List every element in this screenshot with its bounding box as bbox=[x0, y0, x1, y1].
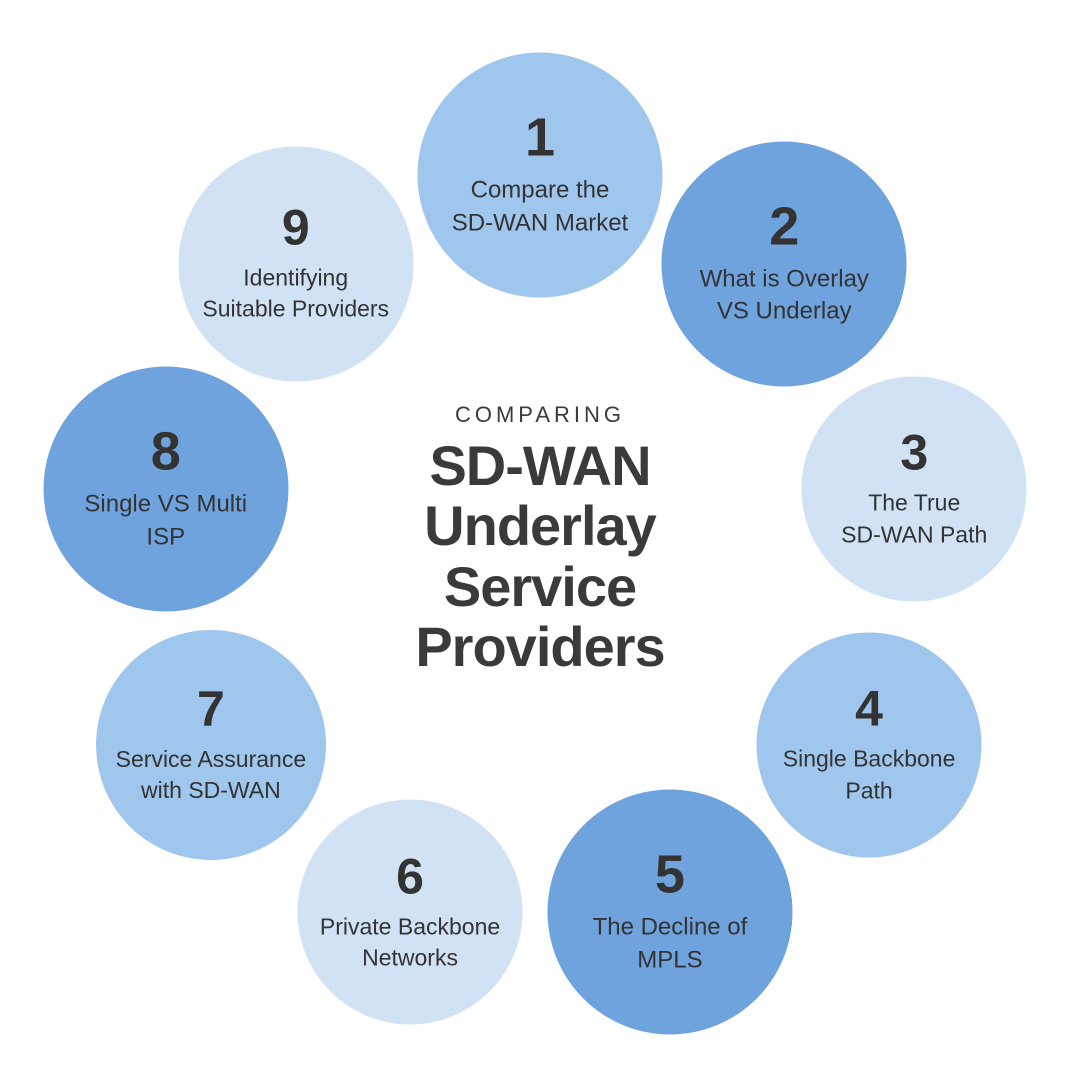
center-title: SD-WANUnderlayServiceProviders bbox=[330, 436, 750, 678]
node-7: 7 Service Assurancewith SD-WAN bbox=[96, 630, 326, 860]
center-block: COMPARING SD-WANUnderlayServiceProviders bbox=[330, 402, 750, 678]
node-5: 5 The Decline ofMPLS bbox=[547, 790, 792, 1035]
node-8: 8 Single VS MultiISP bbox=[43, 367, 288, 612]
node-label: The TrueSD-WAN Path bbox=[841, 488, 987, 550]
node-2: 2 What is OverlayVS Underlay bbox=[662, 141, 907, 386]
node-number: 2 bbox=[769, 200, 799, 254]
node-number: 5 bbox=[655, 848, 685, 902]
node-number: 6 bbox=[396, 851, 424, 901]
node-label: Single BackbonePath bbox=[783, 744, 956, 806]
node-number: 4 bbox=[855, 684, 883, 734]
node-number: 7 bbox=[197, 684, 225, 734]
node-label: Private BackboneNetworks bbox=[320, 911, 500, 973]
center-kicker: COMPARING bbox=[330, 402, 750, 428]
node-label: What is OverlayVS Underlay bbox=[700, 264, 869, 329]
node-number: 9 bbox=[282, 203, 310, 253]
node-number: 8 bbox=[151, 425, 181, 479]
node-1: 1 Compare theSD-WAN Market bbox=[418, 53, 663, 298]
node-label: Service Assurancewith SD-WAN bbox=[116, 744, 306, 806]
node-number: 3 bbox=[900, 428, 928, 478]
node-6: 6 Private BackboneNetworks bbox=[298, 800, 523, 1025]
node-9: 9 IdentifyingSuitable Providers bbox=[178, 146, 413, 381]
node-label: The Decline ofMPLS bbox=[593, 912, 748, 977]
node-4: 4 Single BackbonePath bbox=[757, 633, 982, 858]
node-label: IdentifyingSuitable Providers bbox=[202, 263, 389, 325]
node-label: Single VS MultiISP bbox=[84, 489, 247, 554]
node-label: Compare theSD-WAN Market bbox=[452, 175, 628, 240]
node-number: 1 bbox=[525, 111, 555, 165]
node-3: 3 The TrueSD-WAN Path bbox=[802, 377, 1027, 602]
